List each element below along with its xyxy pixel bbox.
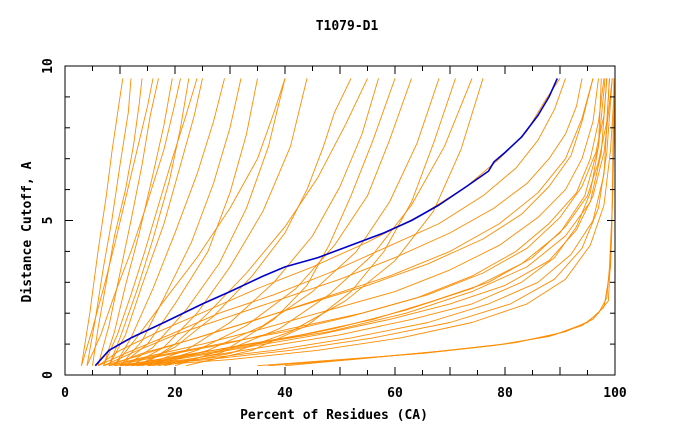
x-tick-label: 60 (387, 386, 403, 401)
x-tick-label: 80 (497, 386, 513, 401)
x-tick-label: 40 (277, 386, 293, 401)
highlight-layer (94, 78, 559, 367)
series-layer (81, 78, 616, 367)
y-tick-label: 5 (41, 217, 56, 225)
model-series-line-22 (108, 78, 605, 367)
model-series-line-3 (81, 78, 124, 366)
model-series-line-16 (152, 78, 440, 367)
model-series-line-5 (103, 78, 173, 366)
model-series-line-13 (136, 78, 352, 367)
model-series-line-15 (147, 78, 412, 367)
y-axis-label: Distance Cutoff, A (20, 161, 35, 302)
model-series-line-37 (284, 78, 615, 367)
x-tick-label: 20 (167, 386, 183, 401)
model-series-line-39 (86, 78, 181, 366)
model-series-line-32 (108, 78, 594, 367)
model-series-line-7 (108, 78, 203, 366)
model-series-line-9 (119, 78, 242, 366)
model-series-line-27 (114, 78, 608, 367)
x-axis-label: Percent of Residues (CA) (240, 408, 428, 423)
model-series-line-19 (103, 78, 583, 367)
tick-layer: 0 20 40 60 80 100 0 5 10 (41, 58, 627, 401)
model-series-line-34 (147, 78, 616, 367)
model-series-line-33 (130, 78, 606, 367)
model-series-line-29 (130, 78, 610, 367)
model-series-line-31 (136, 78, 613, 367)
model-series-line-44 (103, 78, 198, 366)
model-series-line-20 (103, 78, 594, 367)
model-series-line-24 (119, 78, 613, 367)
model-series-line-18 (163, 78, 484, 367)
y-tick-label: 0 (41, 371, 56, 379)
model-series-line-2 (86, 78, 132, 366)
model-series-line-6 (108, 78, 190, 366)
model-series-line-41 (174, 78, 396, 367)
x-tick-label: 0 (61, 386, 69, 401)
x-tick-label: 100 (603, 386, 627, 401)
model-series-line-11 (125, 78, 286, 367)
chart-title: T1079-D1 (316, 19, 379, 34)
model-series-line-14 (141, 78, 379, 367)
model-series-line-38 (81, 78, 154, 366)
highlight-series-line (94, 78, 559, 367)
model-series-line-4 (97, 78, 159, 366)
model-series-line-25 (97, 78, 566, 367)
model-series-line-43 (141, 78, 368, 367)
model-series-line-26 (97, 78, 561, 367)
model-series-line-21 (108, 78, 599, 367)
model-series-line-40 (114, 78, 286, 366)
model-series-line-28 (125, 78, 602, 367)
model-series-line-23 (114, 78, 610, 367)
y-tick-label: 10 (41, 58, 56, 74)
model-series-line-1 (92, 78, 143, 366)
model-series-line-42 (185, 78, 456, 367)
